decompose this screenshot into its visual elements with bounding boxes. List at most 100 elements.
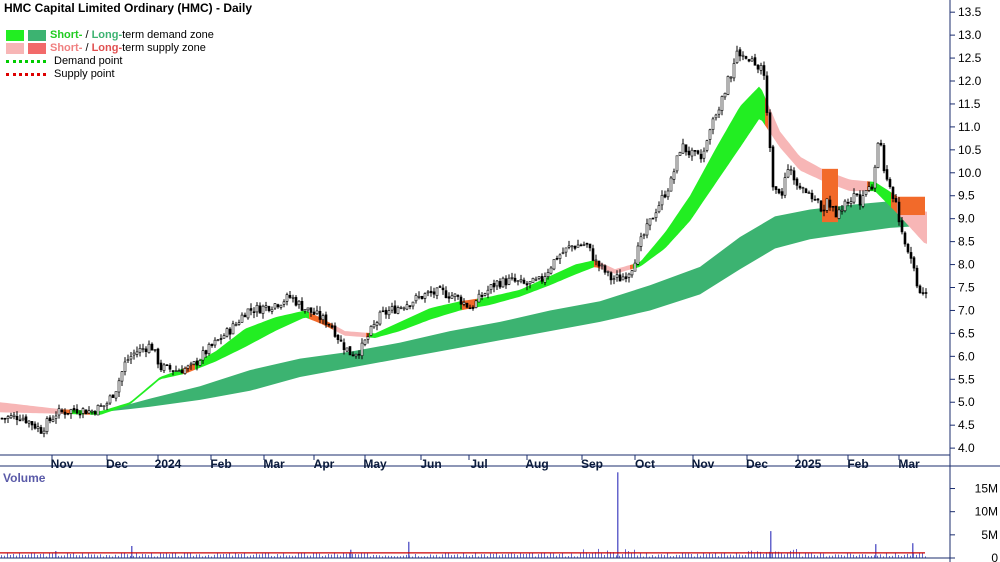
short-term-zone-segment (207, 354, 210, 365)
candle-body (24, 416, 28, 423)
legend-supply-short: Short- (50, 42, 83, 54)
candle-body (579, 244, 583, 247)
candle-body (717, 109, 721, 115)
volume-bar (508, 553, 509, 558)
volume-bar (652, 555, 653, 558)
legend-demand-text: term demand zone (122, 29, 214, 41)
candle-body (12, 414, 16, 417)
volume-bar (649, 556, 650, 558)
volume-bar (553, 553, 554, 558)
short-term-zone-segment (732, 115, 735, 160)
volume-bar (364, 553, 365, 558)
short-term-zone-segment (858, 180, 861, 192)
candle-body (72, 408, 76, 411)
volume-bar (691, 554, 692, 558)
candle-body (804, 188, 808, 194)
short-term-zone-segment (429, 307, 432, 320)
candle-body (810, 192, 814, 200)
candle-body (828, 199, 832, 208)
volume-bar (238, 554, 239, 558)
short-term-zone-segment (522, 287, 525, 296)
candle-body (300, 300, 304, 311)
short-term-zone-segment (30, 405, 33, 414)
volume-bar (616, 555, 617, 558)
candle-body (279, 304, 283, 308)
volume-bar (862, 554, 863, 558)
short-term-zone-segment (225, 341, 228, 357)
short-term-zone-segment (717, 141, 720, 182)
volume-bar (472, 554, 473, 558)
candle-body (477, 293, 481, 303)
volume-bar (271, 555, 272, 558)
short-supply-swatch (6, 43, 24, 54)
volume-bar (493, 553, 494, 558)
price-tick-label: 4.5 (958, 418, 975, 432)
volume-bar (139, 555, 140, 558)
short-term-zone-segment (702, 168, 705, 204)
volume-bar (673, 556, 674, 558)
short-term-zone-segment (495, 294, 498, 304)
short-term-zone-segment (756, 86, 759, 124)
short-term-zone-segment (714, 146, 717, 186)
short-term-zone-segment (453, 302, 456, 313)
volume-bar (352, 553, 353, 558)
short-term-zone-segment (879, 184, 882, 199)
volume-spike (617, 472, 619, 558)
short-term-zone-segment (489, 296, 492, 306)
short-term-zone-segment (447, 303, 450, 315)
short-term-zone-segment (390, 325, 393, 334)
volume-bar (571, 553, 572, 558)
candle-body (534, 278, 538, 281)
candle-body (147, 343, 151, 354)
volume-bar (583, 549, 584, 558)
short-term-zone-segment (726, 125, 729, 169)
volume-bar (784, 554, 785, 558)
candle-body (276, 304, 280, 308)
volume-bar (331, 554, 332, 558)
short-term-zone-segment (570, 265, 573, 277)
volume-bar (337, 554, 338, 558)
candle-body (792, 170, 796, 181)
month-label: Jul (470, 457, 487, 471)
volume-bar (826, 556, 827, 558)
candle-body (285, 294, 289, 302)
volume-bar (346, 553, 347, 558)
volume-bar (25, 555, 26, 558)
short-term-zone-segment (237, 332, 240, 352)
short-term-zone-segment (27, 405, 30, 413)
candle-body (774, 186, 778, 190)
long-term-demand-zone (100, 200, 925, 413)
short-term-zone-segment (660, 234, 663, 253)
candle-body (117, 380, 121, 393)
volume-bar (709, 552, 710, 558)
short-term-zone-segment (234, 334, 237, 353)
volume-bar (475, 552, 476, 558)
short-term-zone-segment (420, 311, 423, 324)
short-term-zone-segment (39, 406, 42, 414)
volume-bar (850, 553, 851, 558)
volume-bar (757, 551, 758, 558)
short-term-zone-segment (573, 264, 576, 276)
volume-bar (163, 553, 164, 558)
volume-bar (865, 554, 866, 558)
short-term-zone-segment (582, 262, 585, 272)
short-term-zone-segment (747, 95, 750, 138)
candle-body (705, 140, 709, 151)
short-term-zone-segment (753, 89, 756, 129)
volume-bar (109, 555, 110, 558)
candle-body (291, 297, 295, 299)
short-term-zone-segment (297, 311, 300, 321)
volume-bar (535, 556, 536, 558)
volume-bar (397, 556, 398, 558)
short-term-zone-segment (315, 315, 318, 323)
short-demand-swatch (6, 30, 24, 41)
volume-bar (19, 552, 20, 558)
short-term-zone-segment (159, 376, 162, 381)
short-term-zone-segment (24, 405, 27, 413)
candle-body (396, 307, 400, 314)
candle-body (318, 310, 322, 320)
short-term-zone-segment (672, 217, 675, 241)
candle-body (57, 408, 61, 416)
short-term-zone-segment (924, 211, 927, 244)
volume-bar (7, 552, 8, 558)
